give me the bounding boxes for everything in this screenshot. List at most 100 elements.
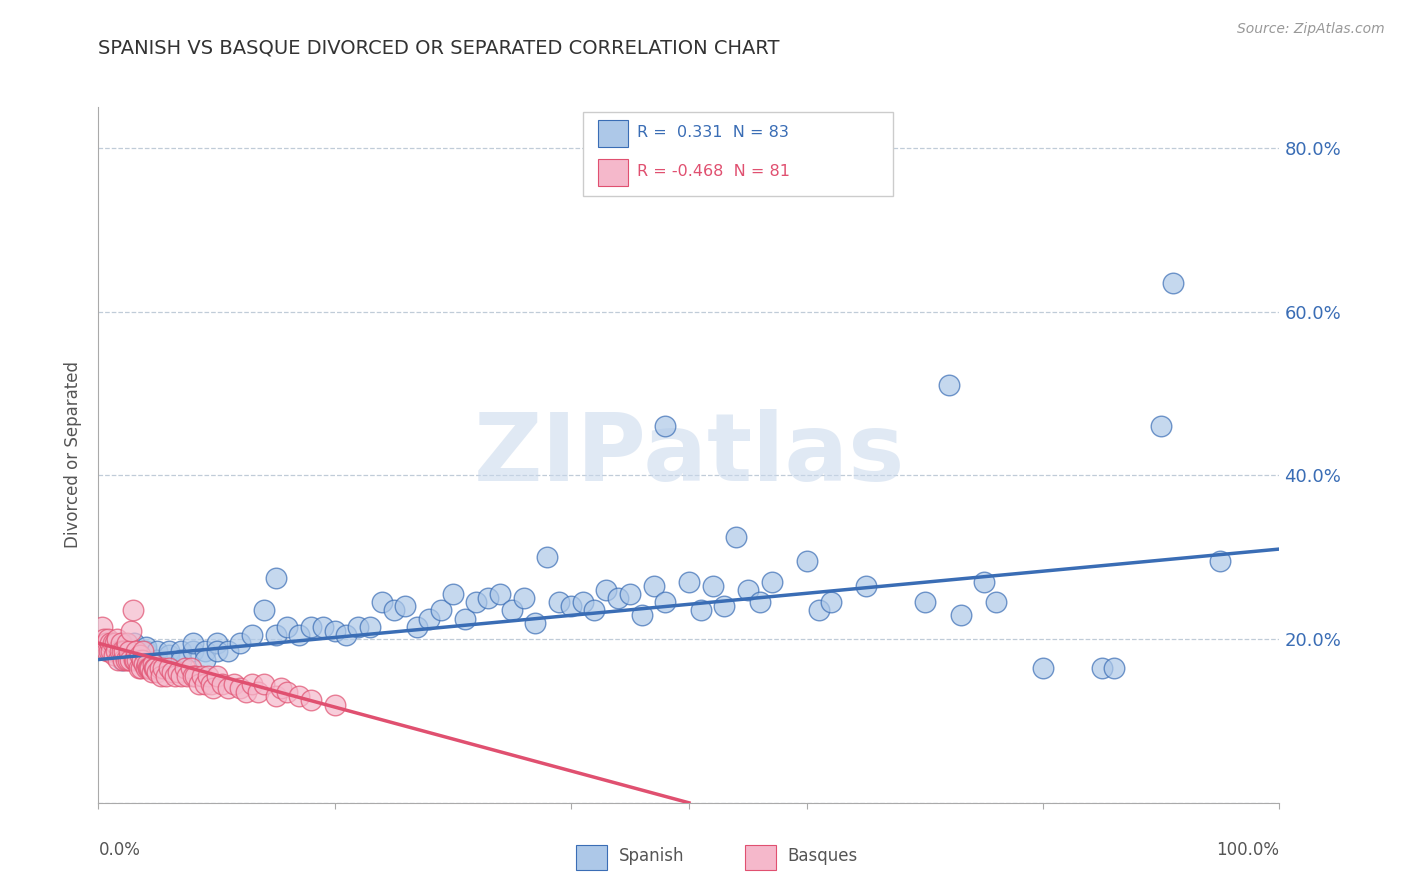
Point	[112, 652, 135, 666]
Point	[141, 665, 163, 679]
Point	[170, 652, 193, 666]
Point	[117, 652, 139, 666]
Point	[253, 677, 276, 691]
Point	[240, 628, 263, 642]
Point	[702, 579, 724, 593]
Point	[124, 652, 146, 666]
Point	[105, 644, 128, 658]
Point	[217, 644, 239, 658]
Point	[418, 612, 440, 626]
Point	[323, 698, 346, 712]
Point	[501, 603, 523, 617]
Point	[149, 661, 172, 675]
Point	[121, 624, 143, 638]
Point	[371, 595, 394, 609]
Point	[142, 657, 165, 671]
Point	[630, 607, 652, 622]
Point	[607, 591, 630, 606]
Point	[122, 636, 145, 650]
Point	[914, 595, 936, 609]
Text: R = -0.468  N = 81: R = -0.468 N = 81	[637, 164, 790, 178]
Point	[748, 595, 770, 609]
Point	[166, 665, 188, 679]
Point	[143, 661, 166, 675]
Point	[181, 636, 204, 650]
Y-axis label: Divorced or Separated: Divorced or Separated	[65, 361, 83, 549]
Point	[170, 644, 193, 658]
Point	[122, 648, 145, 663]
Point	[93, 632, 115, 646]
Point	[536, 550, 558, 565]
Point	[108, 644, 131, 658]
Point	[135, 640, 157, 655]
Point	[524, 615, 547, 630]
Point	[270, 681, 292, 696]
Point	[583, 603, 606, 617]
Point	[91, 620, 114, 634]
Point	[121, 603, 143, 617]
Point	[288, 628, 311, 642]
Point	[264, 690, 287, 704]
Point	[181, 669, 204, 683]
Point	[194, 652, 217, 666]
Point	[1161, 276, 1184, 290]
Point	[146, 665, 169, 679]
Text: Source: ZipAtlas.com: Source: ZipAtlas.com	[1237, 22, 1385, 37]
Point	[1091, 661, 1114, 675]
Point	[194, 644, 217, 658]
Point	[689, 603, 711, 617]
Point	[138, 661, 160, 675]
Text: SPANISH VS BASQUE DIVORCED OR SEPARATED CORRELATION CHART: SPANISH VS BASQUE DIVORCED OR SEPARATED …	[98, 39, 780, 58]
Point	[312, 620, 335, 634]
Point	[619, 587, 641, 601]
Point	[973, 574, 995, 589]
Point	[235, 685, 257, 699]
Point	[240, 677, 263, 691]
Point	[725, 530, 748, 544]
Point	[548, 595, 571, 609]
Point	[184, 669, 207, 683]
Point	[181, 644, 204, 658]
Point	[200, 677, 222, 691]
Point	[120, 652, 142, 666]
Point	[465, 595, 488, 609]
Point	[205, 644, 228, 658]
Point	[128, 661, 150, 675]
Point	[949, 607, 972, 622]
Point	[654, 595, 676, 609]
Point	[643, 579, 665, 593]
Point	[142, 661, 165, 675]
Point	[107, 652, 129, 666]
Point	[129, 661, 152, 675]
Point	[187, 677, 209, 691]
Point	[111, 644, 134, 658]
Point	[224, 677, 246, 691]
Point	[984, 595, 1007, 609]
Point	[112, 644, 135, 658]
Point	[135, 661, 157, 675]
Text: Basques: Basques	[787, 847, 858, 865]
Point	[229, 636, 252, 650]
Point	[104, 636, 127, 650]
Text: ZIPatlas: ZIPatlas	[474, 409, 904, 501]
Point	[253, 603, 276, 617]
Point	[820, 595, 842, 609]
Point	[229, 681, 252, 696]
Point	[135, 657, 157, 671]
Point	[1150, 419, 1173, 434]
Point	[713, 599, 735, 614]
Point	[453, 612, 475, 626]
Point	[105, 632, 128, 646]
Point	[122, 652, 145, 666]
Point	[335, 628, 357, 642]
Point	[118, 644, 141, 658]
Point	[132, 644, 155, 658]
Point	[205, 669, 228, 683]
Point	[1032, 661, 1054, 675]
Point	[101, 636, 124, 650]
Point	[477, 591, 499, 606]
Point	[489, 587, 512, 601]
Point	[1102, 661, 1125, 675]
Point	[134, 657, 156, 671]
Point	[1209, 554, 1232, 568]
